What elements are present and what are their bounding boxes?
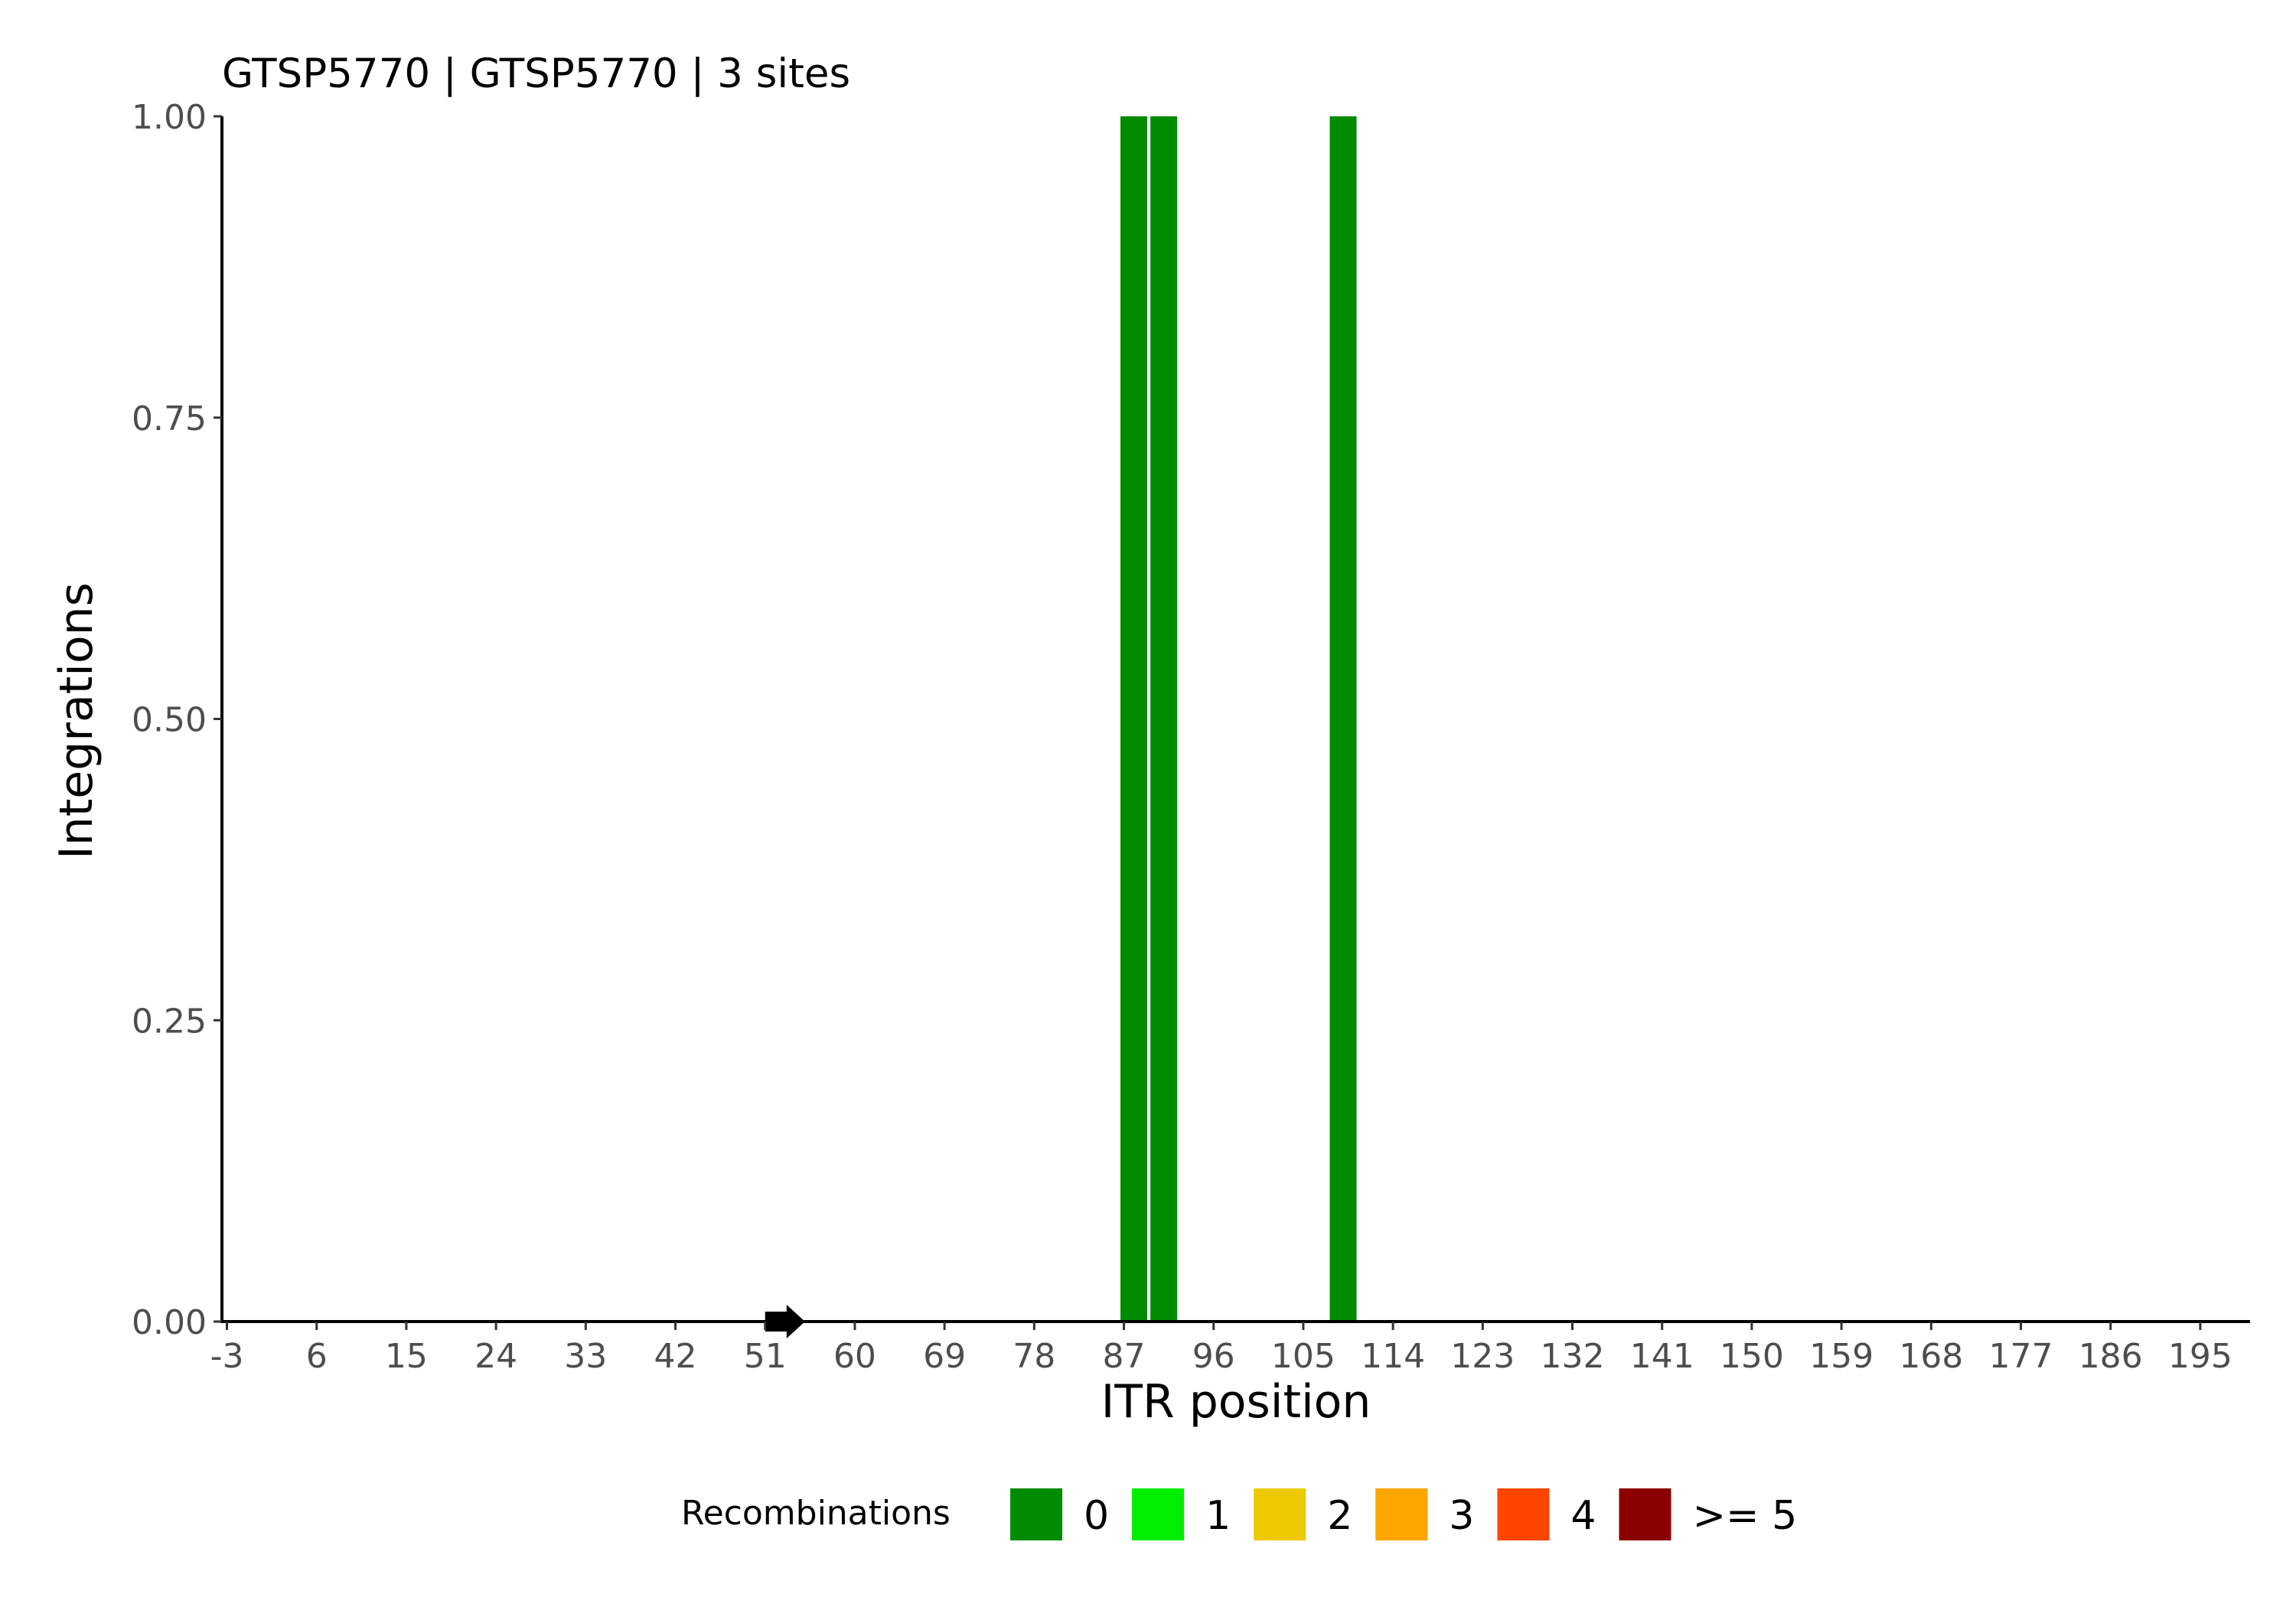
x-tick-label-141: 141: [1630, 1337, 1694, 1376]
legend-label-4: 4: [1570, 1493, 1596, 1539]
legend-key-4: [1497, 1488, 1550, 1540]
x-tick-label-105: 105: [1271, 1337, 1336, 1376]
chart-title: GTSP5770 | GTSP5770 | 3 sites: [222, 51, 850, 97]
axes-layer: 0.00 0.25 0.50 0.75 1.00 -3 6 15 24 33 42 51 60 69 78 8…: [132, 98, 2250, 1376]
legend-key-3: [1375, 1488, 1428, 1540]
bar-109: [1329, 116, 1357, 1322]
y-tick-label-0.25: 0.25: [132, 1002, 207, 1041]
x-tick-label--3: -3: [210, 1337, 244, 1376]
x-tick-label-114: 114: [1361, 1337, 1425, 1376]
legend: Recombinations 0 1 2 3 4 >= 5: [681, 1488, 1797, 1540]
legend-key-2: [1254, 1488, 1306, 1540]
legend-label-3: 3: [1449, 1493, 1474, 1539]
x-tick-label-150: 150: [1720, 1337, 1784, 1376]
x-tick-label-60: 60: [833, 1337, 876, 1376]
x-tick-label-123: 123: [1450, 1337, 1515, 1376]
legend-label-0: 0: [1084, 1493, 1109, 1539]
y-axis-title: Integrations: [50, 582, 103, 859]
legend-label-5: >= 5: [1692, 1493, 1797, 1539]
x-tick-label-15: 15: [385, 1337, 428, 1376]
x-tick-label-24: 24: [475, 1337, 517, 1376]
legend-title: Recombinations: [681, 1494, 951, 1533]
x-tick-label-132: 132: [1541, 1337, 1605, 1376]
x-tick-label-87: 87: [1103, 1337, 1146, 1376]
legend-label-1: 1: [1205, 1493, 1231, 1539]
legend-label-2: 2: [1327, 1493, 1352, 1539]
x-tick-label-168: 168: [1899, 1337, 1963, 1376]
y-tick-label-0.00: 0.00: [132, 1303, 207, 1342]
legend-key-5: [1619, 1488, 1671, 1540]
bar-91: [1150, 116, 1178, 1322]
x-tick-label-195: 195: [2168, 1337, 2232, 1376]
x-tick-label-33: 33: [564, 1337, 607, 1376]
x-tick-label-177: 177: [1988, 1337, 2053, 1376]
x-tick-label-42: 42: [654, 1337, 697, 1376]
x-tick-label-6: 6: [306, 1337, 328, 1376]
y-tick-label-0.50: 0.50: [132, 701, 207, 740]
x-axis-title: ITR position: [1101, 1375, 1371, 1429]
x-tick-label-78: 78: [1013, 1337, 1055, 1376]
bars-layer: [1120, 116, 1357, 1322]
x-tick-label-51: 51: [744, 1337, 787, 1376]
x-tick-label-186: 186: [2079, 1337, 2143, 1376]
y-tick-label-0.75: 0.75: [132, 399, 207, 438]
x-tick-label-159: 159: [1809, 1337, 1874, 1376]
x-tick-label-69: 69: [923, 1337, 966, 1376]
x-tick-label-96: 96: [1192, 1337, 1235, 1376]
y-tick-label-1.00: 1.00: [132, 98, 207, 137]
legend-key-1: [1132, 1488, 1185, 1540]
bar-88: [1120, 116, 1147, 1322]
legend-key-0: [1010, 1488, 1062, 1540]
